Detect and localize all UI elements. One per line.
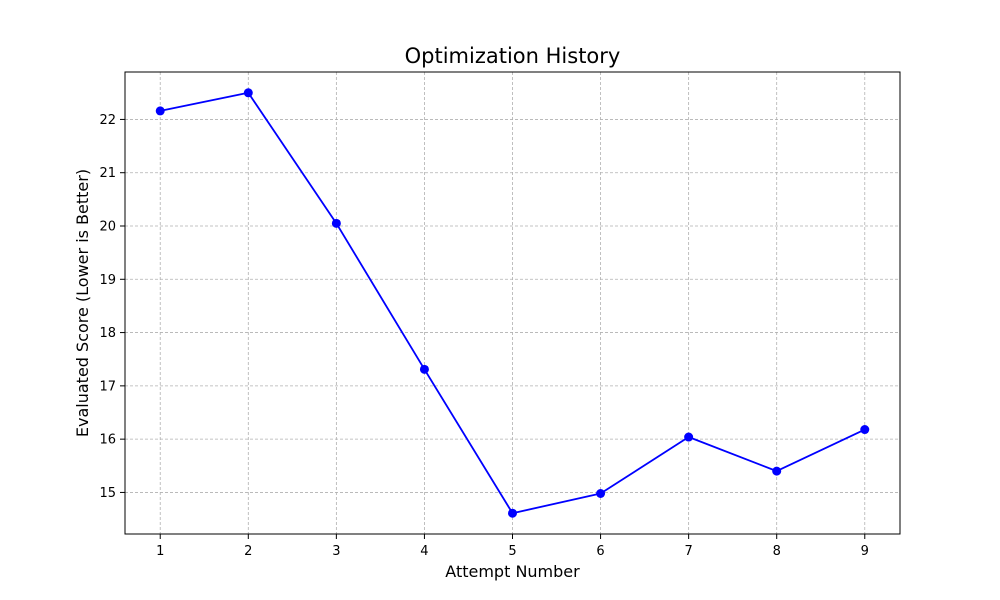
ticks: 1 2 3 4 5 6 7 8 9 15 16 17 18 19 20 21 22 bbox=[99, 113, 868, 559]
data-point bbox=[331, 218, 341, 228]
x-tick-label: 4 bbox=[420, 544, 428, 559]
y-tick-label: 16 bbox=[99, 433, 116, 448]
x-tick-label: 3 bbox=[332, 544, 340, 559]
y-tick-label: 17 bbox=[99, 379, 116, 394]
grid bbox=[125, 72, 900, 534]
data-point bbox=[508, 508, 517, 518]
data-point bbox=[684, 432, 694, 442]
x-tick-label: 9 bbox=[861, 544, 869, 559]
series bbox=[155, 88, 870, 518]
data-point bbox=[860, 425, 870, 435]
y-tick-label: 21 bbox=[99, 166, 116, 181]
data-point bbox=[596, 489, 606, 499]
x-tick-label: 7 bbox=[684, 544, 692, 559]
data-point bbox=[419, 364, 429, 374]
y-tick-label: 18 bbox=[99, 326, 116, 341]
x-axis-label: Attempt Number bbox=[445, 562, 580, 581]
y-tick-label: 20 bbox=[99, 220, 116, 235]
data-point bbox=[155, 106, 165, 116]
x-tick-label: 8 bbox=[773, 544, 781, 559]
x-tick-label: 1 bbox=[156, 544, 164, 559]
x-tick-label: 2 bbox=[244, 544, 252, 559]
y-tick-label: 15 bbox=[99, 486, 116, 501]
chart-title: Optimization History bbox=[405, 44, 621, 68]
y-tick-label: 22 bbox=[99, 113, 116, 128]
x-tick-label: 6 bbox=[596, 544, 604, 559]
x-tick-label: 5 bbox=[508, 544, 516, 559]
y-tick-label: 19 bbox=[99, 273, 116, 288]
data-point bbox=[772, 466, 782, 476]
data-point bbox=[243, 88, 253, 98]
y-axis-label: Evaluated Score (Lower is Better) bbox=[73, 169, 92, 437]
